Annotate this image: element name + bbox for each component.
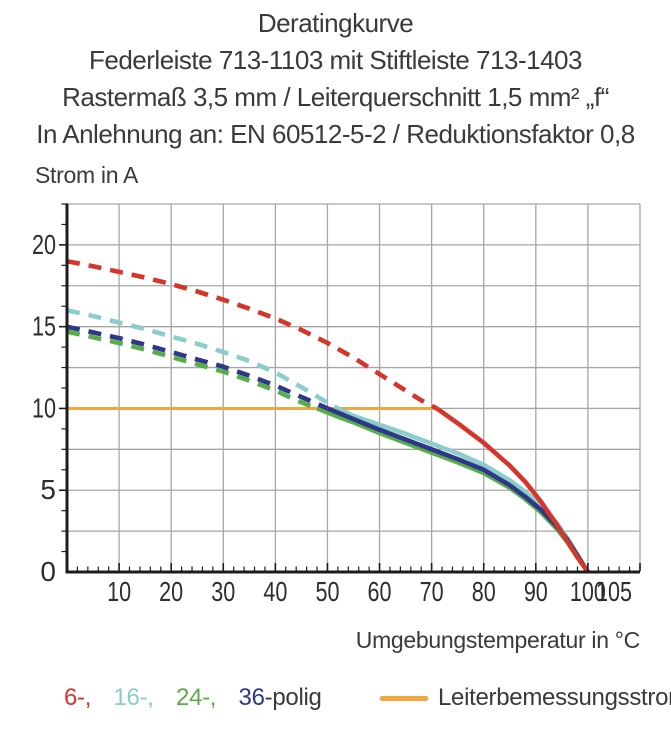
x-tick-label: 50 (315, 576, 339, 607)
curve-6-polig-dashed (66, 258, 438, 411)
legend-pole-24: 24-, (176, 684, 217, 711)
y-tick-label: 5 (40, 474, 56, 505)
curve-6-polig-solid (435, 406, 590, 574)
x-tick-label: 10 (107, 576, 131, 607)
curve-24-polig-dashed (66, 329, 318, 411)
y-axis-title: Strom in A (35, 162, 139, 188)
legend-pole-16: 16-, (113, 684, 154, 711)
x-tick-label: 105 (596, 576, 632, 607)
curve-16-polig-dashed (66, 308, 340, 411)
legend-pole-counts: 6-, 16-, 24-, 36-polig (64, 684, 322, 712)
x-axis-title: Umgebungstemperatur in °C (355, 627, 641, 653)
y-tick-label: 20 (32, 229, 56, 260)
legend-pole-36: 36 (238, 684, 265, 711)
x-tick-label: 30 (211, 576, 235, 607)
x-tick-label: 20 (159, 576, 183, 607)
legend-pole-6: 6-, (64, 684, 92, 711)
x-tick-label: 40 (263, 576, 287, 607)
rated-current-label: Leiterbemessungsstrom (438, 684, 671, 711)
x-tick-label: 70 (420, 576, 444, 607)
x-tick-label: 60 (368, 576, 392, 607)
x-tick-label: 100 (570, 576, 606, 607)
y-tick-label: 10 (32, 392, 56, 423)
title-block: Deratingkurve Federleiste 713-1103 mit S… (0, 5, 671, 153)
chart-title: Deratingkurve (257, 8, 414, 38)
legend-rated-current: Leiterbemessungsstrom (380, 684, 671, 712)
legend-pole-suffix: -polig (264, 684, 322, 711)
y-tick-label: 15 (32, 311, 56, 342)
chart-subtitle-standard: In Anlehnung an: EN 60512-5-2 / Reduktio… (36, 119, 635, 149)
chart-subtitle-pitch: Rastermaß 3,5 mm / Leiterquerschnitt 1,5… (62, 82, 609, 112)
curve-36-polig-dashed (66, 324, 329, 411)
rated-current-swatch (380, 695, 428, 701)
legend: 6-, 16-, 24-, 36-polig Leiterbemessungss… (0, 684, 671, 718)
x-tick-label: 80 (472, 576, 496, 607)
x-tick-label: 90 (524, 576, 548, 607)
y-tick-label: 0 (40, 556, 56, 587)
chart-subtitle-parts: Federleiste 713-1103 mit Stiftleiste 713… (89, 45, 582, 75)
